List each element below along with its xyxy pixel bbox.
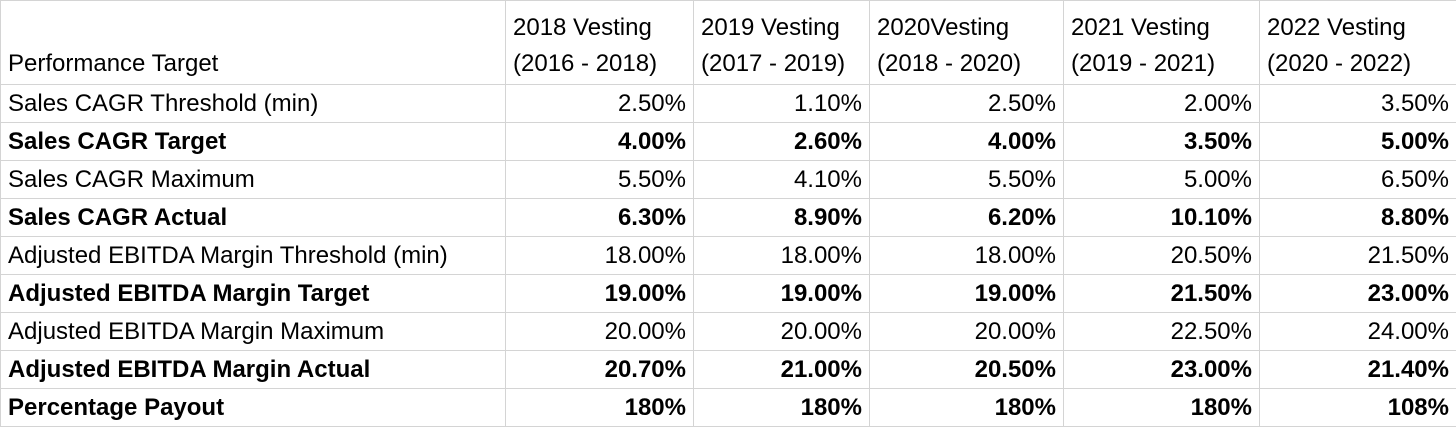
cell-value: 19.00% (693, 274, 870, 313)
cell-value: 180% (1063, 388, 1260, 427)
cell-value: 180% (505, 388, 694, 427)
cell-value: 19.00% (505, 274, 694, 313)
header-2021-vesting: 2021 Vesting (2019 - 2021) (1063, 0, 1260, 85)
cell-value: 23.00% (1063, 350, 1260, 389)
cell-value: 20.70% (505, 350, 694, 389)
cell-value: 4.10% (693, 160, 870, 199)
cell-value: 3.50% (1259, 84, 1456, 123)
cell-value: 180% (869, 388, 1064, 427)
row-label: Sales CAGR Threshold (min) (0, 84, 506, 123)
cell-value: 20.00% (869, 312, 1064, 351)
cell-value: 180% (693, 388, 870, 427)
row-ebitda-margin-actual: Adjusted EBITDA Margin Actual 20.70% 21.… (0, 350, 1456, 389)
cell-value: 20.50% (869, 350, 1064, 389)
header-period: (2020 - 2022) (1267, 50, 1412, 77)
cell-value: 4.00% (869, 122, 1064, 161)
header-title: 2022 Vesting (1267, 14, 1406, 41)
header-period: (2018 - 2020) (877, 50, 1022, 77)
row-percentage-payout: Percentage Payout 180% 180% 180% 180% 10… (0, 388, 1456, 427)
row-sales-cagr-threshold: Sales CAGR Threshold (min) 2.50% 1.10% 2… (0, 84, 1456, 123)
header-period: (2016 - 2018) (513, 50, 658, 77)
cell-value: 2.00% (1063, 84, 1260, 123)
header-2022-vesting: 2022 Vesting (2020 - 2022) (1259, 0, 1456, 85)
cell-value: 20.50% (1063, 236, 1260, 275)
row-label: Sales CAGR Target (0, 122, 506, 161)
cell-value: 6.30% (505, 198, 694, 237)
cell-value: 8.90% (693, 198, 870, 237)
cell-value: 108% (1259, 388, 1456, 427)
row-label: Adjusted EBITDA Margin Target (0, 274, 506, 313)
cell-value: 18.00% (693, 236, 870, 275)
header-performance-target: Performance Target (0, 0, 506, 85)
row-sales-cagr-maximum: Sales CAGR Maximum 5.50% 4.10% 5.50% 5.0… (0, 160, 1456, 199)
header-row: Performance Target 2018 Vesting (2016 - … (0, 0, 1456, 85)
cell-value: 5.50% (869, 160, 1064, 199)
row-label: Adjusted EBITDA Margin Threshold (min) (0, 236, 506, 275)
row-ebitda-margin-maximum: Adjusted EBITDA Margin Maximum 20.00% 20… (0, 312, 1456, 351)
cell-value: 21.00% (693, 350, 870, 389)
cell-value: 22.50% (1063, 312, 1260, 351)
cell-value: 6.50% (1259, 160, 1456, 199)
cell-value: 23.00% (1259, 274, 1456, 313)
cell-value: 19.00% (869, 274, 1064, 313)
cell-value: 20.00% (505, 312, 694, 351)
header-2018-vesting: 2018 Vesting (2016 - 2018) (505, 0, 694, 85)
row-label: Adjusted EBITDA Margin Maximum (0, 312, 506, 351)
row-ebitda-margin-threshold: Adjusted EBITDA Margin Threshold (min) 1… (0, 236, 1456, 275)
cell-value: 24.00% (1259, 312, 1456, 351)
row-sales-cagr-actual: Sales CAGR Actual 6.30% 8.90% 6.20% 10.1… (0, 198, 1456, 237)
header-2020-vesting: 2020Vesting (2018 - 2020) (869, 0, 1064, 85)
cell-value: 18.00% (505, 236, 694, 275)
row-label: Adjusted EBITDA Margin Actual (0, 350, 506, 389)
header-2019-vesting: 2019 Vesting (2017 - 2019) (693, 0, 870, 85)
cell-value: 1.10% (693, 84, 870, 123)
cell-value: 2.60% (693, 122, 870, 161)
cell-value: 21.50% (1063, 274, 1260, 313)
row-sales-cagr-target: Sales CAGR Target 4.00% 2.60% 4.00% 3.50… (0, 122, 1456, 161)
row-label: Sales CAGR Actual (0, 198, 506, 237)
cell-value: 4.00% (505, 122, 694, 161)
cell-value: 10.10% (1063, 198, 1260, 237)
cell-value: 5.00% (1063, 160, 1260, 199)
row-ebitda-margin-target: Adjusted EBITDA Margin Target 19.00% 19.… (0, 274, 1456, 313)
header-title: 2021 Vesting (1071, 14, 1210, 41)
header-title: 2020Vesting (877, 14, 1010, 41)
cell-value: 6.20% (869, 198, 1064, 237)
cell-value: 5.50% (505, 160, 694, 199)
cell-value: 5.00% (1259, 122, 1456, 161)
header-period: (2017 - 2019) (701, 50, 846, 77)
cell-value: 20.00% (693, 312, 870, 351)
row-label: Sales CAGR Maximum (0, 160, 506, 199)
cell-value: 18.00% (869, 236, 1064, 275)
cell-value: 8.80% (1259, 198, 1456, 237)
cell-value: 2.50% (505, 84, 694, 123)
row-label: Percentage Payout (0, 388, 506, 427)
header-period: (2019 - 2021) (1071, 50, 1216, 77)
header-title: 2019 Vesting (701, 14, 840, 41)
cell-value: 2.50% (869, 84, 1064, 123)
cell-value: 21.40% (1259, 350, 1456, 389)
cell-value: 21.50% (1259, 236, 1456, 275)
header-title: 2018 Vesting (513, 14, 652, 41)
cell-value: 3.50% (1063, 122, 1260, 161)
